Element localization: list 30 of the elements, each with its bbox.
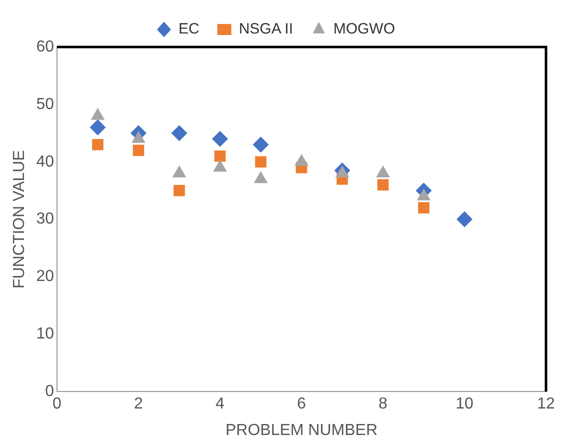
legend-label: MOGWO xyxy=(333,20,396,38)
point xyxy=(92,138,104,150)
point xyxy=(255,156,266,168)
y-tick-label: 60 xyxy=(36,38,54,56)
point xyxy=(214,150,226,162)
x-tick-label: 2 xyxy=(134,396,144,413)
point xyxy=(171,125,188,142)
x-tick-label: 12 xyxy=(537,396,555,413)
x-axis-title: PROBLEM NUMBER xyxy=(225,422,378,439)
y-tick-label: 0 xyxy=(45,383,54,400)
point xyxy=(212,130,228,147)
x-tick-label: 10 xyxy=(456,396,474,413)
point xyxy=(174,184,185,196)
y-tick-label: 50 xyxy=(36,96,54,113)
y-axis-title: FUNCTION VALUE xyxy=(11,150,28,288)
legend-label: EC xyxy=(178,20,200,38)
point xyxy=(90,119,106,136)
point xyxy=(252,136,269,153)
point xyxy=(377,179,389,190)
point xyxy=(456,211,472,228)
x-tick-label: 6 xyxy=(297,396,306,413)
x-tick-label: 4 xyxy=(216,396,225,413)
y-tick-label: 40 xyxy=(36,153,54,170)
y-tick-label: 10 xyxy=(36,326,54,343)
y-tick-label: 20 xyxy=(36,268,54,286)
x-tick-label: 8 xyxy=(378,396,388,413)
point xyxy=(132,144,144,156)
legend-label: NSGA II xyxy=(238,20,294,38)
y-tick-label: 30 xyxy=(36,210,54,228)
point xyxy=(418,202,430,214)
